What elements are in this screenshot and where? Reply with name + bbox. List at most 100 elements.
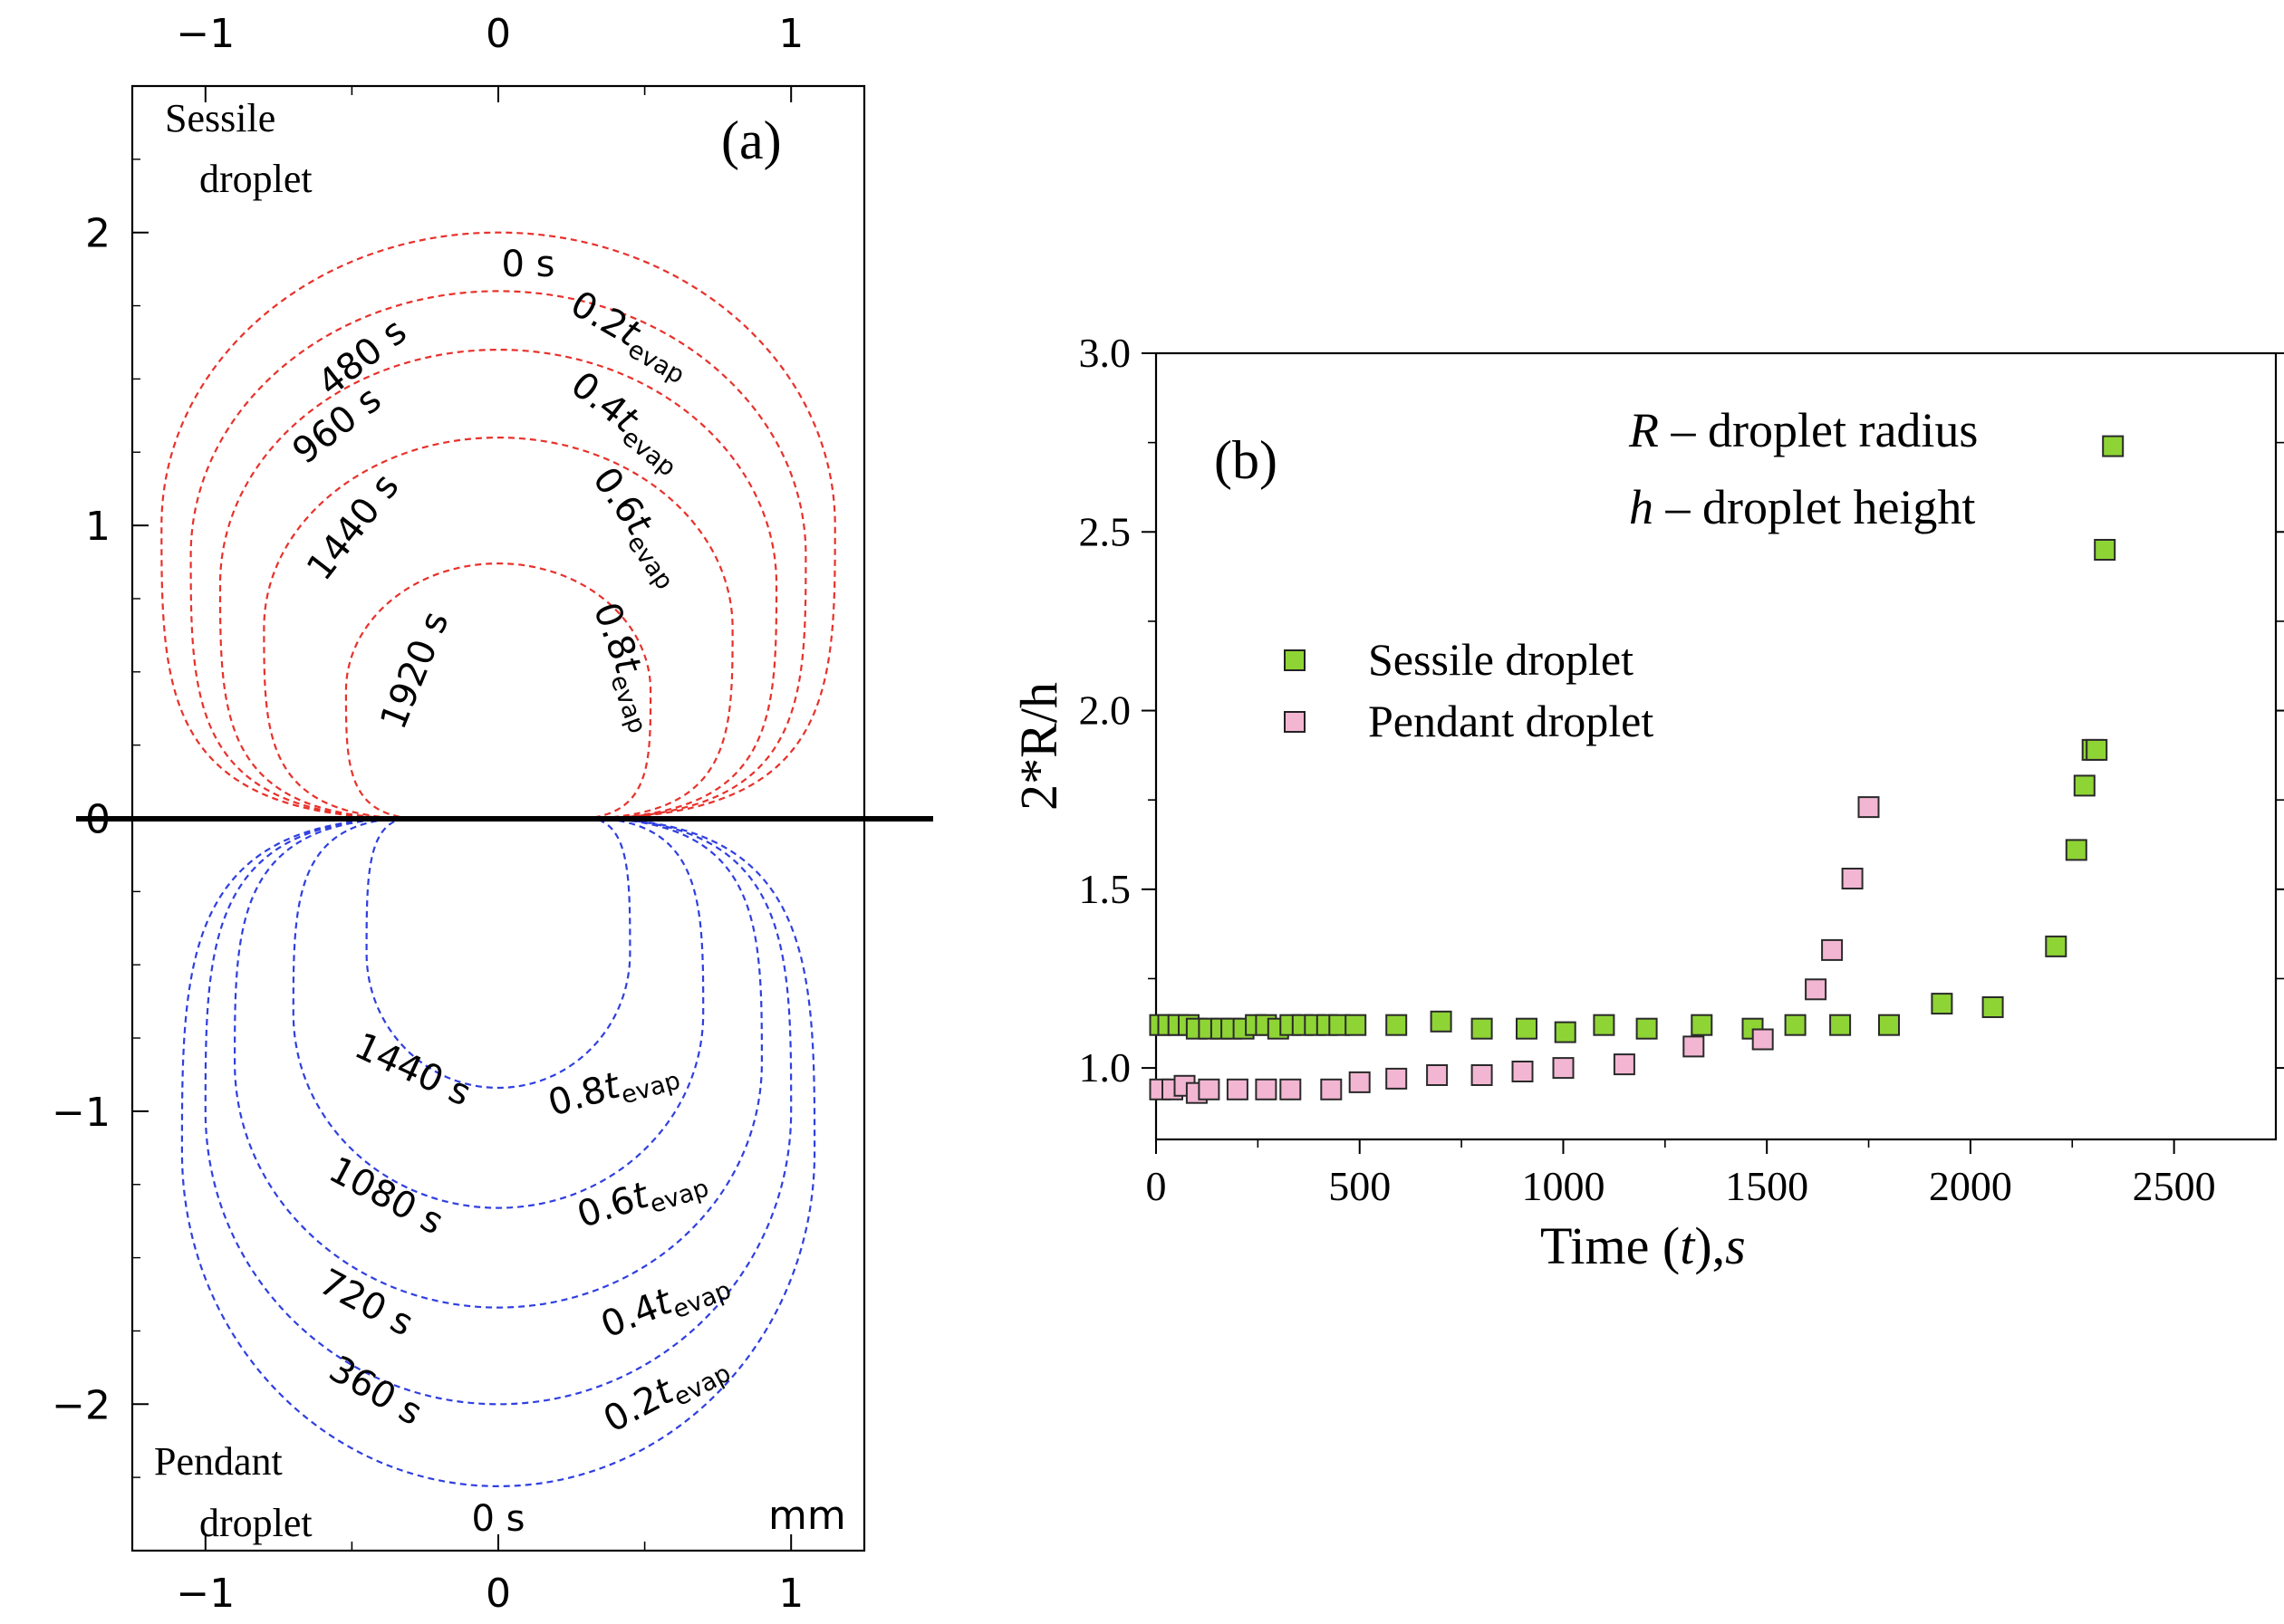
pendant-data-point (1348, 1071, 1371, 1093)
sessile-label-line2: droplet (199, 157, 313, 201)
sessile-data-point (1784, 1014, 1807, 1036)
pendant-data-point (1841, 868, 1864, 889)
panel-a-curves (160, 231, 836, 1488)
pendant-label-line1: Pendant (154, 1439, 283, 1484)
frac-subscript: evap (618, 1067, 683, 1110)
sessile-data-point (1430, 1010, 1452, 1033)
panel-b-x-tick-label: 1500 (1725, 1163, 1808, 1209)
annotation-height: h – droplet height (1629, 480, 1975, 534)
pendant-time-label: 1080 s (323, 1148, 450, 1243)
pendant-data-point (1751, 1028, 1774, 1051)
panel-b-points (1149, 435, 2125, 1104)
sessile-data-point (1593, 1014, 1615, 1036)
pendant-fraction-label: 0.2tevap (597, 1342, 736, 1446)
pendant-fraction-label: 0.6tevap (573, 1156, 713, 1241)
panel-a-letter: (a) (721, 111, 782, 170)
sessile-data-point (1635, 1017, 1658, 1040)
annotation-height-symbol: h (1629, 480, 1653, 534)
panel-a-y-tick-label: 1 (85, 504, 111, 550)
x-axis-label-part1: Time ( (1540, 1216, 1680, 1275)
frac-subscript: evap (670, 1360, 736, 1412)
panel-b-x-tick-label: 500 (1328, 1163, 1391, 1209)
pendant-fraction-label: 0.8tevap (544, 1048, 683, 1129)
sessile-time-label: 0 s (501, 244, 554, 285)
sessile-label-line1: Sessile (165, 96, 275, 140)
annotation-radius-symbol: R (1628, 403, 1659, 457)
panel-b-y-tick-label: 2.0 (1079, 687, 1132, 734)
x-axis-label: Time (t),s (1540, 1216, 1746, 1275)
panel-b-x-tick-label: 0 (1146, 1163, 1167, 1209)
frac-value: 0.8 (544, 1069, 611, 1125)
panel-a-bottom-tick-label: −1 (176, 1571, 235, 1617)
sessile-data-point (1931, 993, 1953, 1015)
pendant-label-line2: droplet (199, 1501, 313, 1545)
sessile-data-point (1470, 1017, 1493, 1040)
sessile-data-point (2086, 738, 2108, 761)
sessile-profile-curve (263, 436, 734, 820)
annotation-radius-text: – droplet radius (1659, 403, 1978, 457)
panel-a-y-tick-label: 2 (85, 211, 111, 257)
sessile-profile-curve (344, 562, 652, 820)
pendant-data-point (1821, 938, 1844, 961)
sessile-data-point (1829, 1014, 1852, 1036)
frac-subscript: evap (604, 671, 651, 737)
legend-pendant-marker (1284, 711, 1306, 733)
annotation-radius: R – droplet radius (1628, 403, 1978, 457)
sessile-data-point (1981, 996, 2004, 1018)
panel-b-frame (1154, 351, 2278, 1141)
panel-a-bottom-tick-label: 0 (486, 1571, 511, 1617)
pendant-data-point (1552, 1057, 1575, 1080)
sessile-data-point (1554, 1021, 1576, 1043)
sessile-profile-curve (189, 290, 807, 820)
pendant-profile-curve (365, 817, 631, 1090)
x-axis-label-part2: ), (1694, 1216, 1725, 1275)
x-axis-label-symbol: t (1680, 1216, 1696, 1275)
pendant-data-point (1255, 1078, 1277, 1100)
sessile-time-label: 1920 s (372, 606, 457, 735)
frac-subscript: evap (669, 1276, 735, 1325)
pendant-fraction-label: 0.4tevap (595, 1258, 735, 1351)
y-axis-label: 2*R/h (1009, 682, 1068, 811)
sessile-data-point (2045, 935, 2067, 957)
panel-b-x-tick-label: 2500 (2133, 1163, 2216, 1209)
pendant-data-point (1320, 1078, 1343, 1100)
pendant-data-point (1279, 1078, 1302, 1100)
panel-a-top-tick-label: 0 (486, 11, 511, 57)
annotation-height-text: – droplet height (1653, 480, 1975, 534)
pendant-data-point (1426, 1064, 1449, 1086)
panel-a-y-tick-label: −2 (52, 1382, 111, 1428)
sessile-profile-curve (218, 348, 778, 820)
panel-a-top-tick-label: −1 (176, 11, 235, 57)
sessile-data-point (2102, 435, 2125, 457)
sessile-time-label: 1440 s (299, 466, 408, 589)
pendant-profile-curve (233, 817, 764, 1309)
sessile-data-point (1344, 1014, 1367, 1036)
panel-b-y-tick-label: 1.5 (1079, 866, 1132, 912)
frac-subscript: evap (622, 530, 679, 595)
pendant-time-label: 1440 s (348, 1025, 477, 1115)
panel-b-y-tick-label: 3.0 (1079, 330, 1132, 376)
pendant-data-point (1198, 1078, 1220, 1100)
sessile-data-point (2065, 839, 2087, 861)
panel-b-x-tick-label: 2000 (1929, 1163, 2012, 1209)
pendant-time-label: 0 s (471, 1498, 525, 1540)
legend-sessile-label: Sessile droplet (1368, 634, 1633, 685)
sessile-data-point (2073, 774, 2096, 797)
panel-a-bottom-tick-label: 1 (778, 1571, 804, 1617)
x-axis-label-unit: s (1725, 1216, 1746, 1275)
pendant-data-point (1226, 1078, 1248, 1100)
legend-sessile-marker (1284, 649, 1306, 671)
pendant-data-point (1613, 1053, 1635, 1076)
frac-subscript: evap (623, 335, 689, 389)
panel-a-y-tick-label: −1 (52, 1090, 111, 1136)
panel-b-x-tick-label: 1000 (1521, 1163, 1605, 1209)
pendant-profile-curve (204, 817, 793, 1406)
pendant-data-point (1385, 1067, 1408, 1090)
pendant-profile-curve (180, 817, 816, 1488)
sessile-fraction-label: 0.8tevap (580, 597, 670, 737)
sessile-profile-curve (160, 231, 836, 820)
legend: Sessile droplet Pendant droplet (1284, 634, 1653, 746)
legend-pendant-label: Pendant droplet (1368, 696, 1653, 746)
